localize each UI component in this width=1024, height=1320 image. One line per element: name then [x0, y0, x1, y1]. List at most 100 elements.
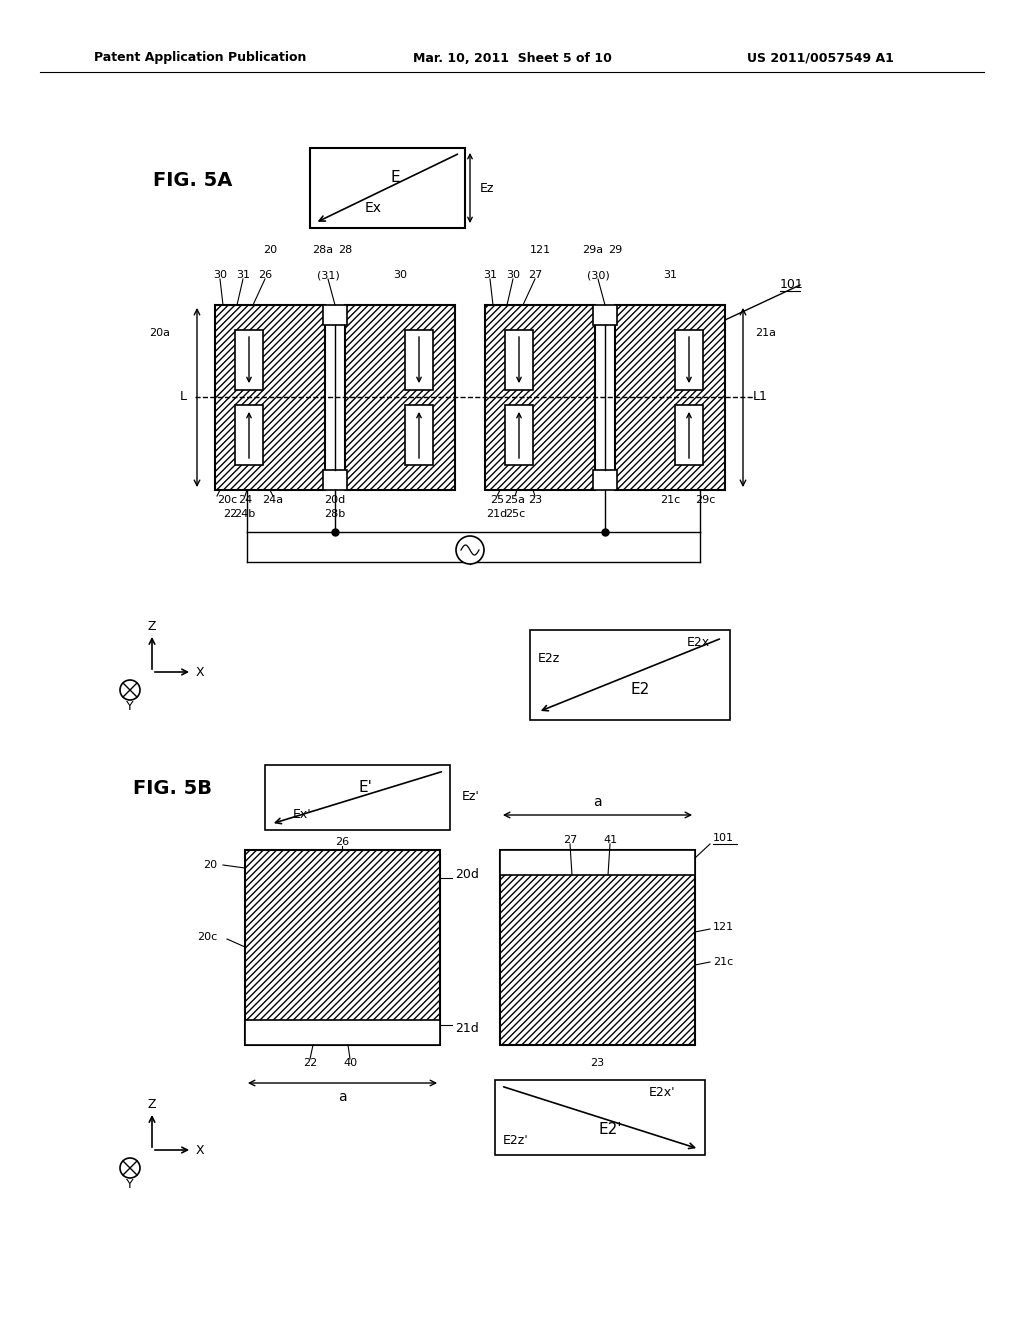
Text: Patent Application Publication: Patent Application Publication: [94, 51, 306, 65]
Text: 31: 31: [236, 271, 250, 280]
Text: 30: 30: [506, 271, 520, 280]
Text: 27: 27: [528, 271, 542, 280]
Text: L: L: [180, 391, 187, 404]
Bar: [406, 405, 433, 465]
Text: FIG. 5B: FIG. 5B: [133, 779, 212, 797]
Text: E2x': E2x': [648, 1085, 675, 1098]
Text: X: X: [196, 665, 205, 678]
Text: 20a: 20a: [150, 327, 170, 338]
Text: 41: 41: [603, 836, 617, 845]
Bar: [406, 330, 433, 389]
Text: 101: 101: [713, 833, 734, 843]
Text: Ex: Ex: [365, 201, 382, 215]
Text: 21c: 21c: [713, 957, 733, 968]
Text: 20: 20: [203, 861, 217, 870]
Text: E: E: [390, 170, 399, 186]
Text: L1: L1: [753, 391, 768, 404]
Bar: [505, 405, 534, 465]
Bar: [675, 405, 703, 465]
Text: E2x: E2x: [687, 635, 710, 648]
Bar: [500, 850, 695, 875]
Text: 24: 24: [238, 495, 252, 506]
Text: 31: 31: [663, 271, 677, 280]
Text: a: a: [338, 1090, 346, 1104]
Text: 22: 22: [223, 510, 238, 519]
Text: 28b: 28b: [325, 510, 346, 519]
Text: 30: 30: [393, 271, 407, 280]
Bar: [505, 330, 534, 389]
Bar: [675, 330, 703, 389]
Text: 27: 27: [563, 836, 578, 845]
Bar: [234, 405, 263, 465]
Text: E2: E2: [631, 682, 649, 697]
Bar: [485, 305, 595, 490]
Text: 29c: 29c: [695, 495, 715, 506]
Text: E2': E2': [598, 1122, 622, 1137]
Text: 121: 121: [713, 921, 734, 932]
Circle shape: [120, 680, 140, 700]
Text: 25: 25: [489, 495, 504, 506]
Text: 28a: 28a: [312, 246, 334, 255]
Bar: [530, 630, 730, 719]
Text: X: X: [196, 1143, 205, 1156]
Text: (31): (31): [316, 271, 339, 280]
Text: E2z': E2z': [503, 1134, 528, 1147]
Text: 121: 121: [529, 246, 551, 255]
Text: Mar. 10, 2011  Sheet 5 of 10: Mar. 10, 2011 Sheet 5 of 10: [413, 51, 611, 65]
Bar: [265, 766, 450, 830]
Bar: [310, 148, 465, 228]
Text: 31: 31: [483, 271, 497, 280]
Text: 24a: 24a: [262, 495, 284, 506]
Text: 28: 28: [338, 246, 352, 255]
Text: US 2011/0057549 A1: US 2011/0057549 A1: [746, 51, 893, 65]
Text: Y: Y: [126, 700, 134, 713]
Text: 26: 26: [335, 837, 349, 847]
Bar: [500, 850, 695, 1045]
Text: 29a: 29a: [583, 246, 603, 255]
Text: 20c: 20c: [217, 495, 238, 506]
Text: 23: 23: [590, 1059, 604, 1068]
Text: Z: Z: [147, 1097, 157, 1110]
Text: (30): (30): [587, 271, 609, 280]
Text: 23: 23: [528, 495, 542, 506]
Text: 20d: 20d: [455, 869, 479, 882]
Bar: [323, 305, 347, 325]
Text: 21a: 21a: [755, 327, 776, 338]
Bar: [593, 305, 617, 325]
Text: Ex': Ex': [293, 808, 311, 821]
Text: Y: Y: [126, 1177, 134, 1191]
Text: E': E': [358, 780, 372, 795]
Text: Z: Z: [147, 619, 157, 632]
Bar: [495, 1080, 705, 1155]
Bar: [345, 305, 455, 490]
Bar: [615, 305, 725, 490]
Circle shape: [456, 536, 484, 564]
Text: 25c: 25c: [505, 510, 525, 519]
Text: 22: 22: [303, 1059, 317, 1068]
Bar: [215, 305, 325, 490]
Text: 40: 40: [343, 1059, 357, 1068]
Text: 20d: 20d: [325, 495, 346, 506]
Bar: [323, 470, 347, 490]
Text: 26: 26: [258, 271, 272, 280]
Text: 20c: 20c: [197, 932, 217, 942]
Bar: [245, 1020, 440, 1045]
Circle shape: [120, 1158, 140, 1177]
Text: 30: 30: [213, 271, 227, 280]
Text: 20: 20: [263, 246, 278, 255]
Text: 24b: 24b: [234, 510, 256, 519]
Bar: [234, 330, 263, 389]
Text: 21d: 21d: [486, 510, 508, 519]
Text: E2z: E2z: [538, 652, 560, 664]
Text: 101: 101: [780, 279, 804, 292]
Bar: [245, 850, 440, 1045]
Text: FIG. 5A: FIG. 5A: [153, 170, 232, 190]
Text: 29: 29: [608, 246, 623, 255]
Text: Ez: Ez: [480, 181, 495, 194]
Text: 21c: 21c: [659, 495, 680, 506]
Text: 25a: 25a: [505, 495, 525, 506]
Text: Ez': Ez': [462, 791, 480, 804]
Bar: [593, 470, 617, 490]
Text: 21d: 21d: [455, 1022, 479, 1035]
Text: a: a: [593, 795, 601, 809]
